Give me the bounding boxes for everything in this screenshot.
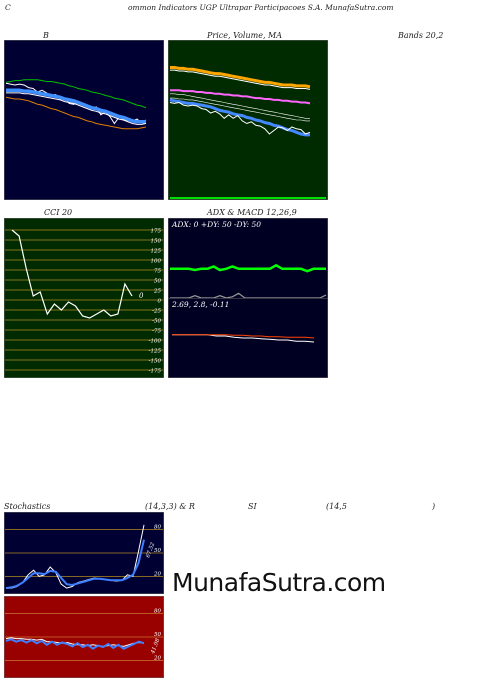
stoch-tick-label: 50 — [154, 548, 161, 554]
header-letter: C — [5, 3, 11, 12]
adx-panel: ADX: 0 +DY: 50 -DY: 50 — [168, 218, 328, 300]
cci-tick-label: 50 — [154, 279, 161, 285]
price-ma-panel — [168, 40, 328, 200]
cci-tick-label: -75 — [152, 329, 161, 335]
cci-tick-label: -25 — [152, 309, 161, 315]
cci-tick-label: -100 — [149, 339, 162, 345]
cci-tick-label: -150 — [149, 359, 162, 365]
rsi-tick-label: 80 — [154, 609, 161, 615]
rsi-panel: 80 50 20 41.98 — [4, 596, 164, 678]
bollinger-series-1 — [5, 79, 147, 109]
rsi-series-1 — [5, 638, 145, 650]
rsi-tick-label: 50 — [154, 632, 161, 638]
stochastics-panel: 80 50 20 67.52 — [4, 512, 164, 594]
stoch-title-e: ) — [432, 502, 436, 511]
rsi-tick-label: 20 — [153, 655, 161, 661]
price-series-3 — [170, 93, 310, 119]
price-series-0 — [170, 66, 311, 89]
cci-last-label: 0 — [139, 292, 144, 300]
adx-series-0 — [170, 263, 326, 273]
price-series-1 — [170, 69, 311, 90]
price-series-2 — [170, 89, 311, 105]
cci-panel: 175 150 125 100 75 50 25 0 -25 -50 -75 -100 -125 -150… — [4, 218, 164, 378]
stoch-title-d: (14,5 — [326, 502, 347, 511]
bollinger-series-2 — [6, 88, 146, 124]
price-series-6 — [169, 101, 311, 135]
stoch-value-label: 67.52 — [145, 541, 156, 558]
stoch-tick-label: 20 — [153, 571, 161, 577]
rsi-value-label: 41.98 — [150, 637, 162, 655]
cci-title: CCI 20 — [44, 208, 73, 217]
bands-title: Bands 20,2 — [398, 31, 444, 40]
bollinger-series-4 — [5, 96, 147, 130]
cci-tick-label: -175 — [149, 369, 162, 375]
stoch-title-a: Stochastics — [4, 502, 51, 511]
cci-tick-label: 150 — [151, 239, 162, 245]
macd-series-1 — [172, 334, 315, 339]
cci-tick-label: 75 — [154, 269, 161, 275]
stoch-series-1 — [5, 539, 145, 590]
stoch-title-b: (14,3,3) & R — [145, 502, 195, 511]
stoch-title-c: SI — [248, 502, 257, 511]
stoch-tick-label: 80 — [154, 525, 161, 531]
cci-tick-label: -50 — [152, 319, 161, 325]
cci-tick-label: 100 — [151, 259, 162, 265]
adx-macd-title: ADX & MACD 12,26,9 — [207, 208, 297, 217]
watermark: MunafaSutra.com — [172, 568, 386, 597]
macd-label: 2.69, 2.8, -0.11 — [171, 300, 229, 309]
cci-tick-label: -125 — [149, 349, 162, 355]
cci-tick-label: 0 — [158, 299, 162, 305]
page-title: ommon Indicators UGP Ultrapar Participac… — [128, 3, 394, 12]
adx-label: ADX: 0 +DY: 50 -DY: 50 — [171, 220, 261, 229]
price-ma-title: Price, Volume, MA — [207, 31, 283, 40]
cci-line — [11, 229, 133, 319]
macd-panel: 2.69, 2.8, -0.11 — [168, 298, 328, 378]
cci-tick-label: 175 — [151, 229, 162, 235]
bollinger-title: B — [43, 31, 49, 40]
price-series-5 — [169, 98, 310, 137]
price-series-4 — [170, 97, 310, 122]
cci-tick-label: 25 — [153, 289, 161, 295]
bollinger-series-3 — [6, 92, 147, 125]
cci-tick-label: 125 — [151, 249, 162, 255]
bollinger-panel — [4, 40, 164, 200]
